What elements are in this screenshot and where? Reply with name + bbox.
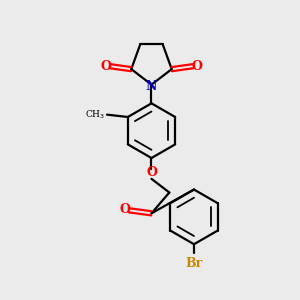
Text: O: O	[119, 203, 130, 216]
Text: O: O	[192, 60, 203, 73]
Text: O: O	[100, 60, 111, 73]
Text: N: N	[146, 80, 157, 93]
Text: Br: Br	[185, 257, 203, 270]
Text: O: O	[146, 166, 157, 179]
Text: CH$_3$: CH$_3$	[85, 108, 105, 121]
